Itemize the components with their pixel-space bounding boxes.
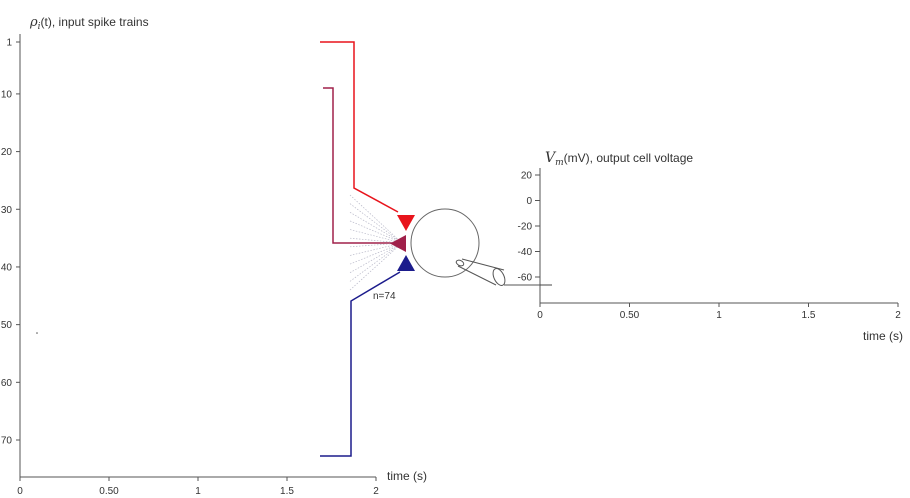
excitatory-synapse-icon [397,215,415,231]
electrode-icon [455,258,552,286]
input-x-tick-label: 2 [373,486,379,497]
input-y-tick-label: 20 [1,147,13,158]
output-plot-title: Vm(mV), output cell voltage [545,150,693,168]
synapse-fan-line [349,194,403,244]
neuron-cell-body [410,208,480,278]
synapse-fan-line [349,242,403,265]
synapse-fan-line [349,242,403,291]
synapse-count-label: n=74 [373,291,396,302]
input-y-ticks: 1 10 20 30 40 50 60 70 [1,38,20,447]
output-x-tick-label: 1 [716,310,722,321]
output-plot: Vm(mV), output cell voltage 200-20-40-60… [518,150,903,343]
output-y-tick-label: -60 [518,273,533,284]
output-y-tick-label: 0 [526,196,532,207]
synapse-fan-line [349,220,403,244]
output-x-tick-label: 2 [895,310,901,321]
output-y-tick-label: -40 [518,247,533,258]
synapse-fan-line [349,211,403,244]
inhibitory-synapse-icon [397,255,415,271]
input-x-tick-label: 1 [195,486,201,497]
input-x-label: time (s) [387,469,427,483]
output-x-tick-label: 0.50 [620,310,640,321]
mixed-synapse-icon [390,235,406,252]
excitatory-wire [320,41,399,213]
input-x-tick-label: 0 [17,486,23,497]
input-plot-title: ρi(t), input spike trains [29,15,149,32]
input-x-ticks: 0 0.50 1 1.5 2 [17,477,379,497]
input-y-tick-label: 40 [1,262,13,273]
output-y-tick-label: -20 [518,222,533,233]
synapse-fan-line [349,203,403,244]
output-y-ticks: 20 0 -20 -40 -60 [518,171,540,284]
inhibitory-wire [320,271,401,457]
spike-dot [36,332,38,334]
input-wires [320,41,401,457]
mixed-wire [323,87,400,244]
output-x-tick-label: 0 [537,310,543,321]
input-y-tick-label: 70 [1,436,13,447]
input-y-tick-label: 50 [1,320,13,331]
output-y-tick-label: 20 [521,171,533,182]
input-x-tick-label: 0.50 [99,486,119,497]
output-x-tick-label: 1.5 [802,310,816,321]
input-plot: ρi(t), input spike trains 11020304050607… [1,15,427,497]
input-y-tick-label: 60 [1,378,13,389]
synapse-fan-line [349,242,403,274]
input-y-tick-label: 10 [1,89,13,100]
input-x-tick-label: 1.5 [280,486,294,497]
output-x-label: time (s) [863,329,903,343]
input-y-tick-label: 1 [6,38,12,49]
input-y-tick-label: 30 [1,205,13,216]
output-x-ticks: 0 0.50 1 1.5 2 [537,303,901,321]
